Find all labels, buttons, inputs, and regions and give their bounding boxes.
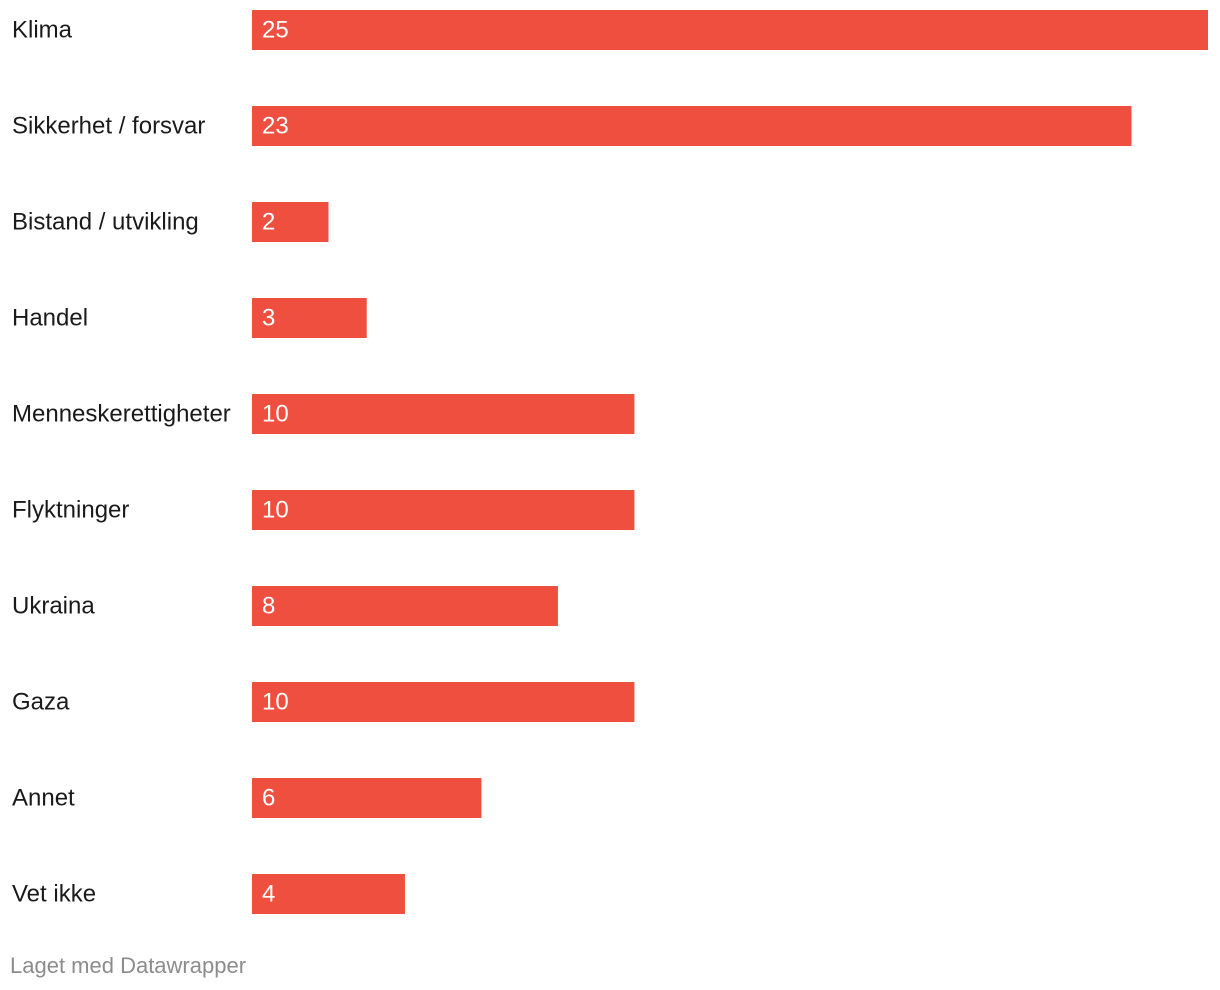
- value-label: 8: [262, 593, 275, 620]
- category-label: Ukraina: [12, 593, 95, 620]
- category-label: Bistand / utvikling: [12, 209, 199, 236]
- category-label: Gaza: [12, 689, 70, 716]
- category-label: Handel: [12, 305, 88, 332]
- bar: [252, 394, 635, 434]
- bar: [252, 586, 558, 626]
- bar: [252, 490, 635, 530]
- category-label: Sikkerhet / forsvar: [12, 113, 205, 140]
- bar: [252, 106, 1132, 146]
- bar-row: Gaza 10: [12, 682, 635, 722]
- bar-row: Vet ikke 4: [12, 874, 405, 914]
- value-label: 23: [262, 113, 289, 140]
- value-label: 4: [262, 881, 275, 908]
- bar-row: Handel 3: [12, 298, 367, 338]
- value-label: 25: [262, 17, 289, 44]
- category-label: Vet ikke: [12, 881, 96, 908]
- credit-footer: Laget med Datawrapper: [10, 953, 247, 978]
- bar-row: Flyktninger 10: [12, 490, 635, 530]
- value-label: 6: [262, 785, 275, 812]
- bar-row: Klima 25: [12, 10, 1208, 50]
- bar-row: Bistand / utvikling 2: [12, 202, 329, 242]
- value-label: 10: [262, 689, 289, 716]
- category-label: Annet: [12, 785, 75, 812]
- bar: [252, 778, 482, 818]
- bar-row: Menneskerettigheter 10: [12, 394, 635, 434]
- category-label: Klima: [12, 17, 73, 44]
- bar-row: Annet 6: [12, 778, 482, 818]
- bar: [252, 682, 635, 722]
- bar: [252, 10, 1208, 50]
- bar: [252, 874, 405, 914]
- bar-row: Sikkerhet / forsvar 23: [12, 106, 1132, 146]
- bar: [252, 298, 367, 338]
- value-label: 2: [262, 209, 275, 236]
- value-label: 3: [262, 305, 275, 332]
- value-label: 10: [262, 401, 289, 428]
- category-label: Flyktninger: [12, 497, 129, 524]
- category-label: Menneskerettigheter: [12, 401, 231, 428]
- bar: [252, 202, 329, 242]
- bar-row: Ukraina 8: [12, 586, 558, 626]
- value-label: 10: [262, 497, 289, 524]
